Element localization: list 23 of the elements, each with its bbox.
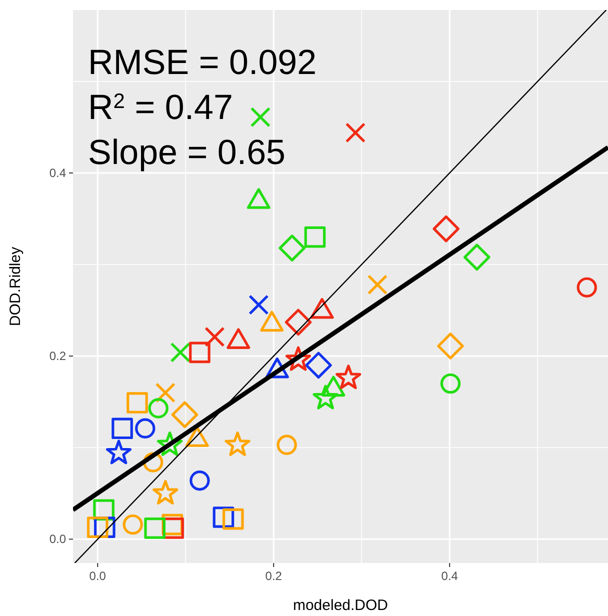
y-tick-label: 0.2	[49, 349, 66, 364]
x-tick-label: 0.4	[441, 569, 458, 583]
annotation: Slope = 0.65	[88, 133, 286, 172]
annotation: RMSE = 0.092	[88, 43, 317, 82]
point	[305, 352, 332, 379]
x-axis-title: modeled.DOD	[292, 597, 388, 614]
point	[190, 470, 210, 491]
point	[86, 516, 108, 538]
x-tick-label: 0.2	[265, 569, 282, 583]
point	[106, 440, 132, 464]
point	[222, 508, 244, 530]
y-tick-label: 0.4	[49, 166, 66, 180]
y-axis-title: DOD.Ridley	[7, 246, 24, 326]
point	[248, 294, 269, 315]
point	[135, 418, 156, 438]
y-tick-label: 0.0	[49, 532, 66, 546]
x-tick-label: 0.0	[89, 569, 106, 583]
point	[112, 418, 133, 440]
point	[126, 392, 148, 414]
annotation: R$^{2}$ = 0.47	[88, 88, 233, 127]
point	[276, 434, 297, 455]
point	[122, 514, 143, 535]
point	[212, 506, 234, 528]
